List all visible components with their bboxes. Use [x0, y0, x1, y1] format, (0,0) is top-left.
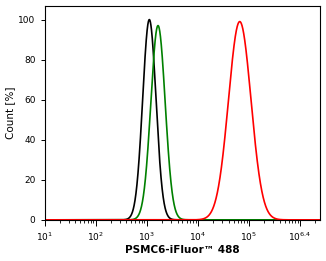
X-axis label: PSMC6-iFluor™ 488: PSMC6-iFluor™ 488 [125, 245, 240, 256]
Y-axis label: Count [%]: Count [%] [6, 86, 16, 139]
